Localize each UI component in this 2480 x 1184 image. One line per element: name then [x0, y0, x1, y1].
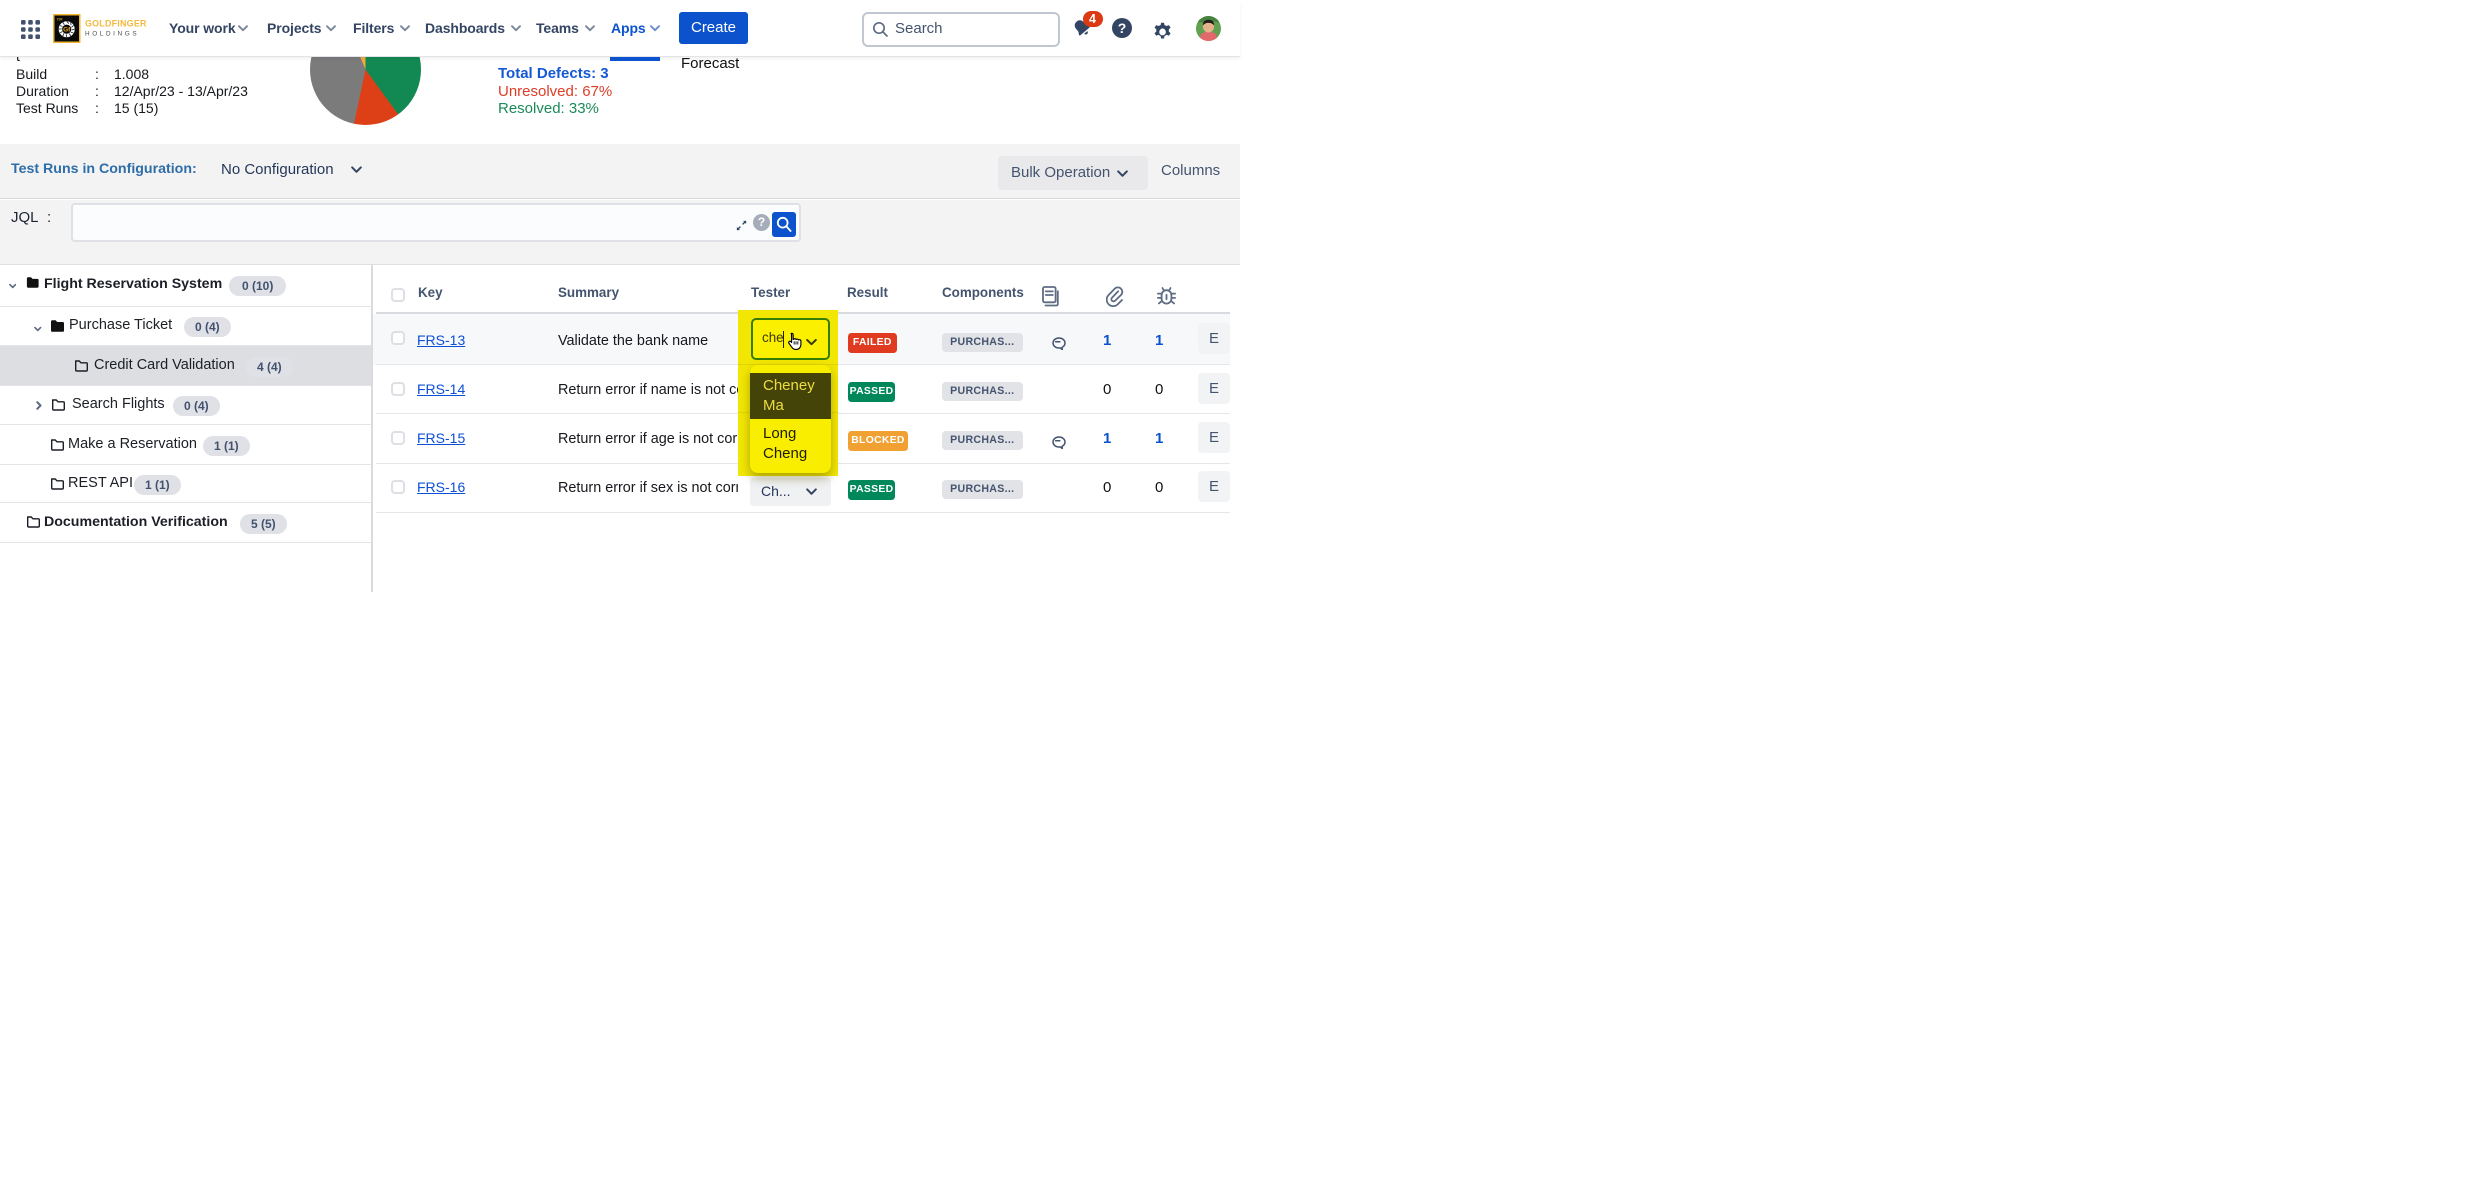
- svg-text:79F: 79F: [57, 18, 64, 22]
- svg-text:Gf: Gf: [63, 27, 71, 34]
- svg-text:HOLDINGS: HOLDINGS: [85, 30, 139, 37]
- svg-text:GOLDFINGER: GOLDFINGER: [85, 18, 147, 28]
